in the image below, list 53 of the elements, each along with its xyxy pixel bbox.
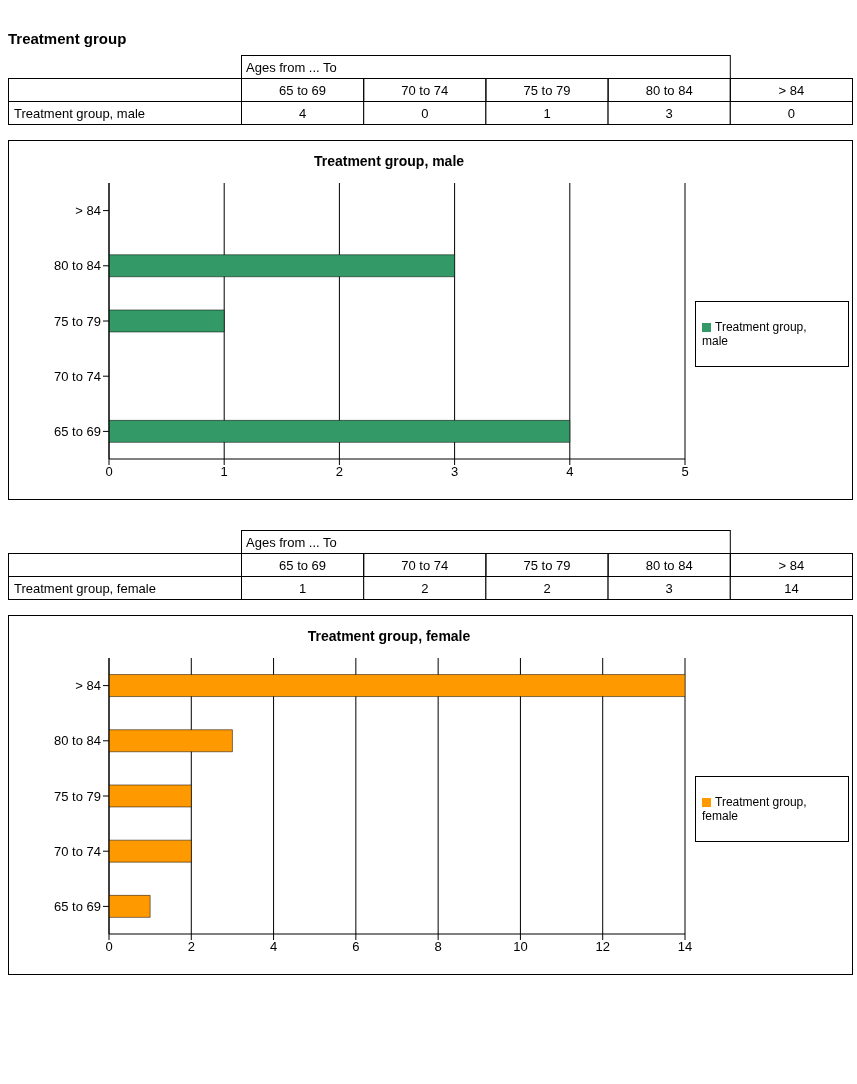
x-tick-label: 0 <box>105 939 113 955</box>
x-tick-label: 6 <box>352 939 360 955</box>
x-tick-label: 4 <box>269 939 278 955</box>
x-tick-label: 65 to 69 <box>279 83 327 98</box>
x-tick-label: > 84 <box>778 558 805 573</box>
data-label: 0 <box>421 106 429 121</box>
y-tick-label: 75 to 79 <box>54 788 101 804</box>
y-tick-label: 65 to 69 <box>54 899 101 915</box>
chart-title: Treatment group, male <box>312 153 466 169</box>
y-tick-label: 70 to 74 <box>54 843 101 859</box>
y-tick-label: 80 to 84 <box>54 733 101 749</box>
x-tick-label: 70 to 74 <box>401 558 449 573</box>
x-tick-label: 80 to 84 <box>645 83 693 98</box>
x-tick-label: 2 <box>187 939 195 955</box>
data-label: 4 <box>298 106 307 121</box>
legend-label: Treatment group, male <box>702 320 807 348</box>
x-tick-label: 0 <box>105 464 113 480</box>
x-tick-label: 5 <box>681 464 689 480</box>
x-tick-label: 80 to 84 <box>645 558 693 573</box>
x-tick-label: 8 <box>434 939 442 955</box>
annotation: Ages from ... To <box>246 60 337 75</box>
x-tick-label: 70 to 74 <box>401 83 449 98</box>
text: Treatment group <box>8 30 128 47</box>
x-tick-label: 75 to 79 <box>523 558 571 573</box>
chart-title: Treatment group, female <box>306 628 472 644</box>
x-tick-label: 3 <box>450 464 459 480</box>
data-label: 14 <box>784 581 799 596</box>
y-tick-label: Treatment group, male <box>14 106 146 121</box>
x-tick-label: > 84 <box>778 83 805 98</box>
legend-label: Treatment group, female <box>702 795 807 823</box>
y-tick-label: > 84 <box>75 678 101 694</box>
data-label: 3 <box>665 581 673 596</box>
data-label: 3 <box>665 106 673 121</box>
data-label: 1 <box>298 581 307 596</box>
x-tick-label: 14 <box>677 939 693 955</box>
y-tick-label: > 84 <box>75 203 101 219</box>
y-tick-label: Treatment group, female <box>14 581 156 596</box>
y-tick-label: 75 to 79 <box>54 313 101 329</box>
x-tick-label: 12 <box>595 939 610 955</box>
data-label: 2 <box>421 581 429 596</box>
data-label: 1 <box>543 106 551 121</box>
x-tick-label: 65 to 69 <box>279 558 327 573</box>
x-tick-label: 10 <box>513 939 528 955</box>
y-tick-label: 65 to 69 <box>54 424 101 440</box>
x-tick-label: 1 <box>220 464 228 480</box>
annotation: Ages from ... To <box>246 535 337 550</box>
x-tick-label: 2 <box>335 464 344 480</box>
y-tick-label: 80 to 84 <box>54 258 101 274</box>
x-tick-label: 75 to 79 <box>523 83 571 98</box>
y-tick-label: 70 to 74 <box>54 368 101 384</box>
data-label: 0 <box>787 106 796 121</box>
x-tick-label: 4 <box>566 464 574 480</box>
data-label: 2 <box>543 581 551 596</box>
